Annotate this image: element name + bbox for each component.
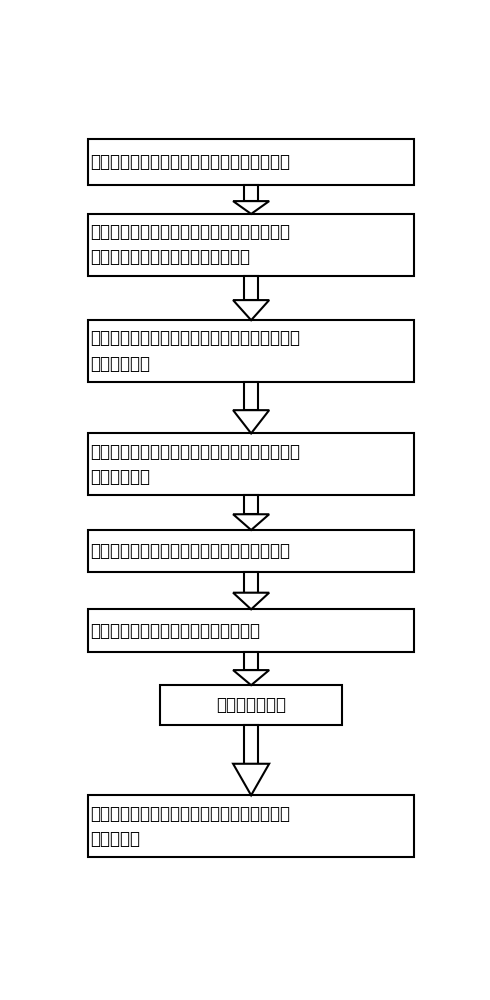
Bar	[88, 795, 415, 857]
Text: 拟合压力计算值和相应的人工实测值，获得压
力测量模型: 拟合压力计算值和相应的人工实测值，获得压 力测量模型	[90, 805, 290, 848]
Bar	[244, 572, 258, 593]
Text: 利用所述静触头模板遍历三张不同状态的图片，
确定目的区域: 利用所述静触头模板遍历三张不同状态的图片， 确定目的区域	[90, 330, 300, 372]
Bar	[88, 530, 415, 572]
Bar	[88, 214, 415, 276]
Polygon shape	[233, 593, 269, 609]
Polygon shape	[233, 514, 269, 530]
Bar	[244, 725, 258, 764]
Polygon shape	[233, 764, 269, 795]
Bar	[160, 685, 342, 725]
Bar	[88, 609, 415, 652]
Bar	[244, 185, 258, 201]
Text: 利用所述目标位移值，计算压力计算值: 利用所述目标位移值，计算压力计算值	[90, 622, 260, 640]
Bar	[244, 652, 258, 670]
Text: 获取至少两组继电器静触头运动过程的图片集: 获取至少两组继电器静触头运动过程的图片集	[90, 153, 290, 171]
Text: 以所述目标坐标序列为基准，计算目标位移值: 以所述目标坐标序列为基准，计算目标位移值	[90, 542, 290, 560]
Bar	[244, 382, 258, 410]
Bar	[88, 433, 415, 495]
Polygon shape	[233, 410, 269, 433]
Bar	[244, 276, 258, 300]
Bar	[244, 495, 258, 514]
Polygon shape	[233, 201, 269, 214]
Bar	[88, 320, 415, 382]
Bar	[88, 139, 415, 185]
Polygon shape	[233, 670, 269, 685]
Text: 跟踪所述目的区域范围内静触头运动轨迹，提取
目标坐标序列: 跟踪所述目的区域范围内静触头运动轨迹，提取 目标坐标序列	[90, 443, 300, 486]
Text: 获取人工实测值: 获取人工实测值	[216, 696, 286, 714]
Polygon shape	[233, 300, 269, 320]
Text: 获取每组所述图片集中的静触头模板以及任一
组所述图片集中三张不同状态的图片: 获取每组所述图片集中的静触头模板以及任一 组所述图片集中三张不同状态的图片	[90, 223, 290, 266]
